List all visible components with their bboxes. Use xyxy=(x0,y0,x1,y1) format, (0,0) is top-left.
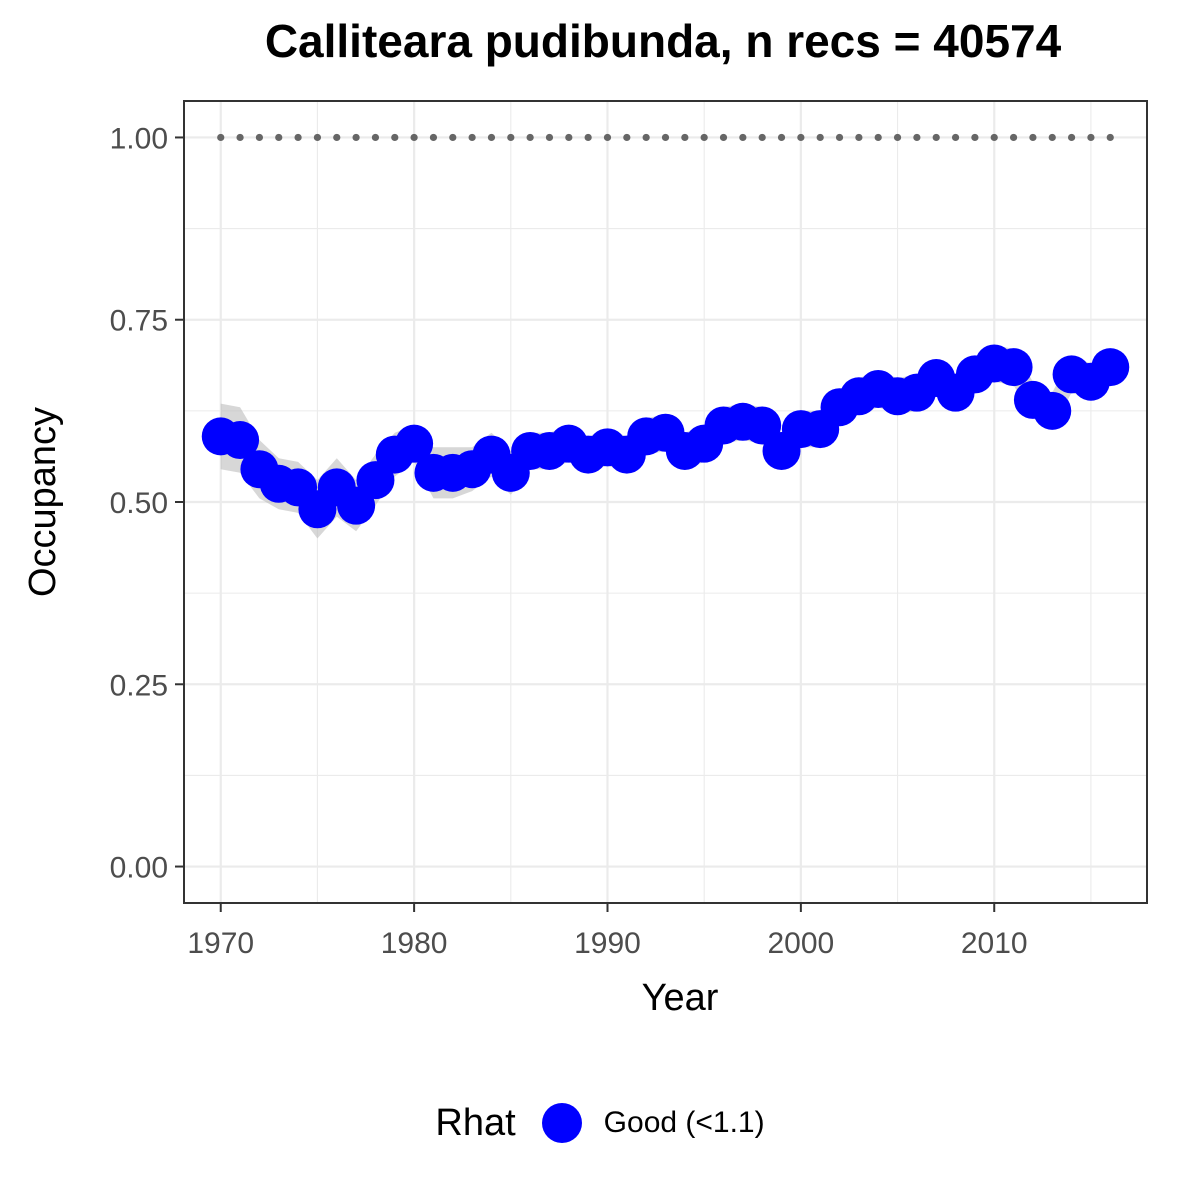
reference-dot xyxy=(333,133,341,142)
reference-dot xyxy=(642,133,650,142)
reference-dot xyxy=(313,133,322,142)
reference-dot xyxy=(371,133,380,142)
x-axis: 1970 1980 1990 2000 2010 xyxy=(187,903,1028,960)
reference-dot xyxy=(1067,133,1076,142)
reference-dot xyxy=(1029,133,1037,142)
data-point xyxy=(395,424,434,463)
y-axis: 0.00 0.25 0.50 0.75 1.00 xyxy=(110,122,184,885)
reference-dot xyxy=(932,133,940,142)
reference-dot xyxy=(913,133,921,142)
reference-dot xyxy=(603,133,612,142)
reference-dot xyxy=(236,133,244,142)
reference-dot xyxy=(797,133,805,142)
reference-dot xyxy=(1087,133,1095,142)
data-point xyxy=(1033,391,1072,430)
reference-dot xyxy=(681,133,689,142)
reference-dot xyxy=(255,133,264,142)
data-point xyxy=(221,421,260,460)
reference-dot xyxy=(410,133,418,142)
reference-dot xyxy=(990,133,998,142)
reference-dot xyxy=(429,133,438,142)
legend-title: Rhat xyxy=(435,1101,516,1144)
reference-dot xyxy=(855,133,863,142)
reference-dot xyxy=(700,133,708,142)
reference-dot xyxy=(584,133,592,142)
y-tick-label: 0.25 xyxy=(110,669,168,702)
reference-dot xyxy=(758,133,766,142)
reference-dot xyxy=(719,133,728,142)
legend-label-good: Good (<1.1) xyxy=(603,1106,765,1139)
reference-dot xyxy=(565,133,573,142)
reference-dot xyxy=(1106,133,1114,142)
reference-dot xyxy=(352,133,360,142)
reference-dot xyxy=(294,133,302,142)
legend-key-good xyxy=(541,1103,582,1143)
reference-dot xyxy=(874,133,882,142)
reference-dot xyxy=(449,133,457,142)
reference-dot xyxy=(835,133,844,142)
y-tick-label: 0.75 xyxy=(110,305,168,338)
data-points xyxy=(201,344,1130,529)
x-axis-title: Year xyxy=(642,977,719,1019)
chart-title: Calliteara pudibunda, n recs = 40574 xyxy=(264,15,1062,67)
reference-dot xyxy=(545,133,554,142)
x-tick-label: 2000 xyxy=(767,927,834,960)
reference-dot xyxy=(816,133,824,142)
reference-dot xyxy=(739,133,747,142)
data-point xyxy=(994,348,1033,387)
reference-dot xyxy=(1048,133,1056,142)
x-tick-label: 2010 xyxy=(961,927,1028,960)
reference-dot xyxy=(661,133,670,142)
y-tick-label: 0.50 xyxy=(110,487,168,520)
reference-dot xyxy=(893,133,902,142)
x-tick-label: 1990 xyxy=(574,927,641,960)
reference-dot xyxy=(951,133,960,142)
reference-dot xyxy=(971,133,979,142)
reference-dot xyxy=(487,133,496,142)
reference-line xyxy=(217,133,1114,142)
y-axis-title: Occupancy xyxy=(22,407,64,597)
reference-dot xyxy=(507,133,515,142)
reference-dot xyxy=(217,133,225,142)
data-point xyxy=(1091,348,1130,387)
reference-dot xyxy=(623,133,631,142)
reference-dot xyxy=(275,133,283,142)
y-tick-label: 0.00 xyxy=(110,852,168,885)
reference-dot xyxy=(391,133,399,142)
reference-dot xyxy=(468,133,476,142)
reference-dot xyxy=(1009,133,1018,142)
legend: Rhat Good (<1.1) xyxy=(0,1088,1200,1158)
reference-dot xyxy=(526,133,534,142)
x-tick-label: 1980 xyxy=(381,927,448,960)
reference-dot xyxy=(777,133,786,142)
y-tick-label: 1.00 xyxy=(110,122,168,155)
x-tick-label: 1970 xyxy=(187,927,254,960)
